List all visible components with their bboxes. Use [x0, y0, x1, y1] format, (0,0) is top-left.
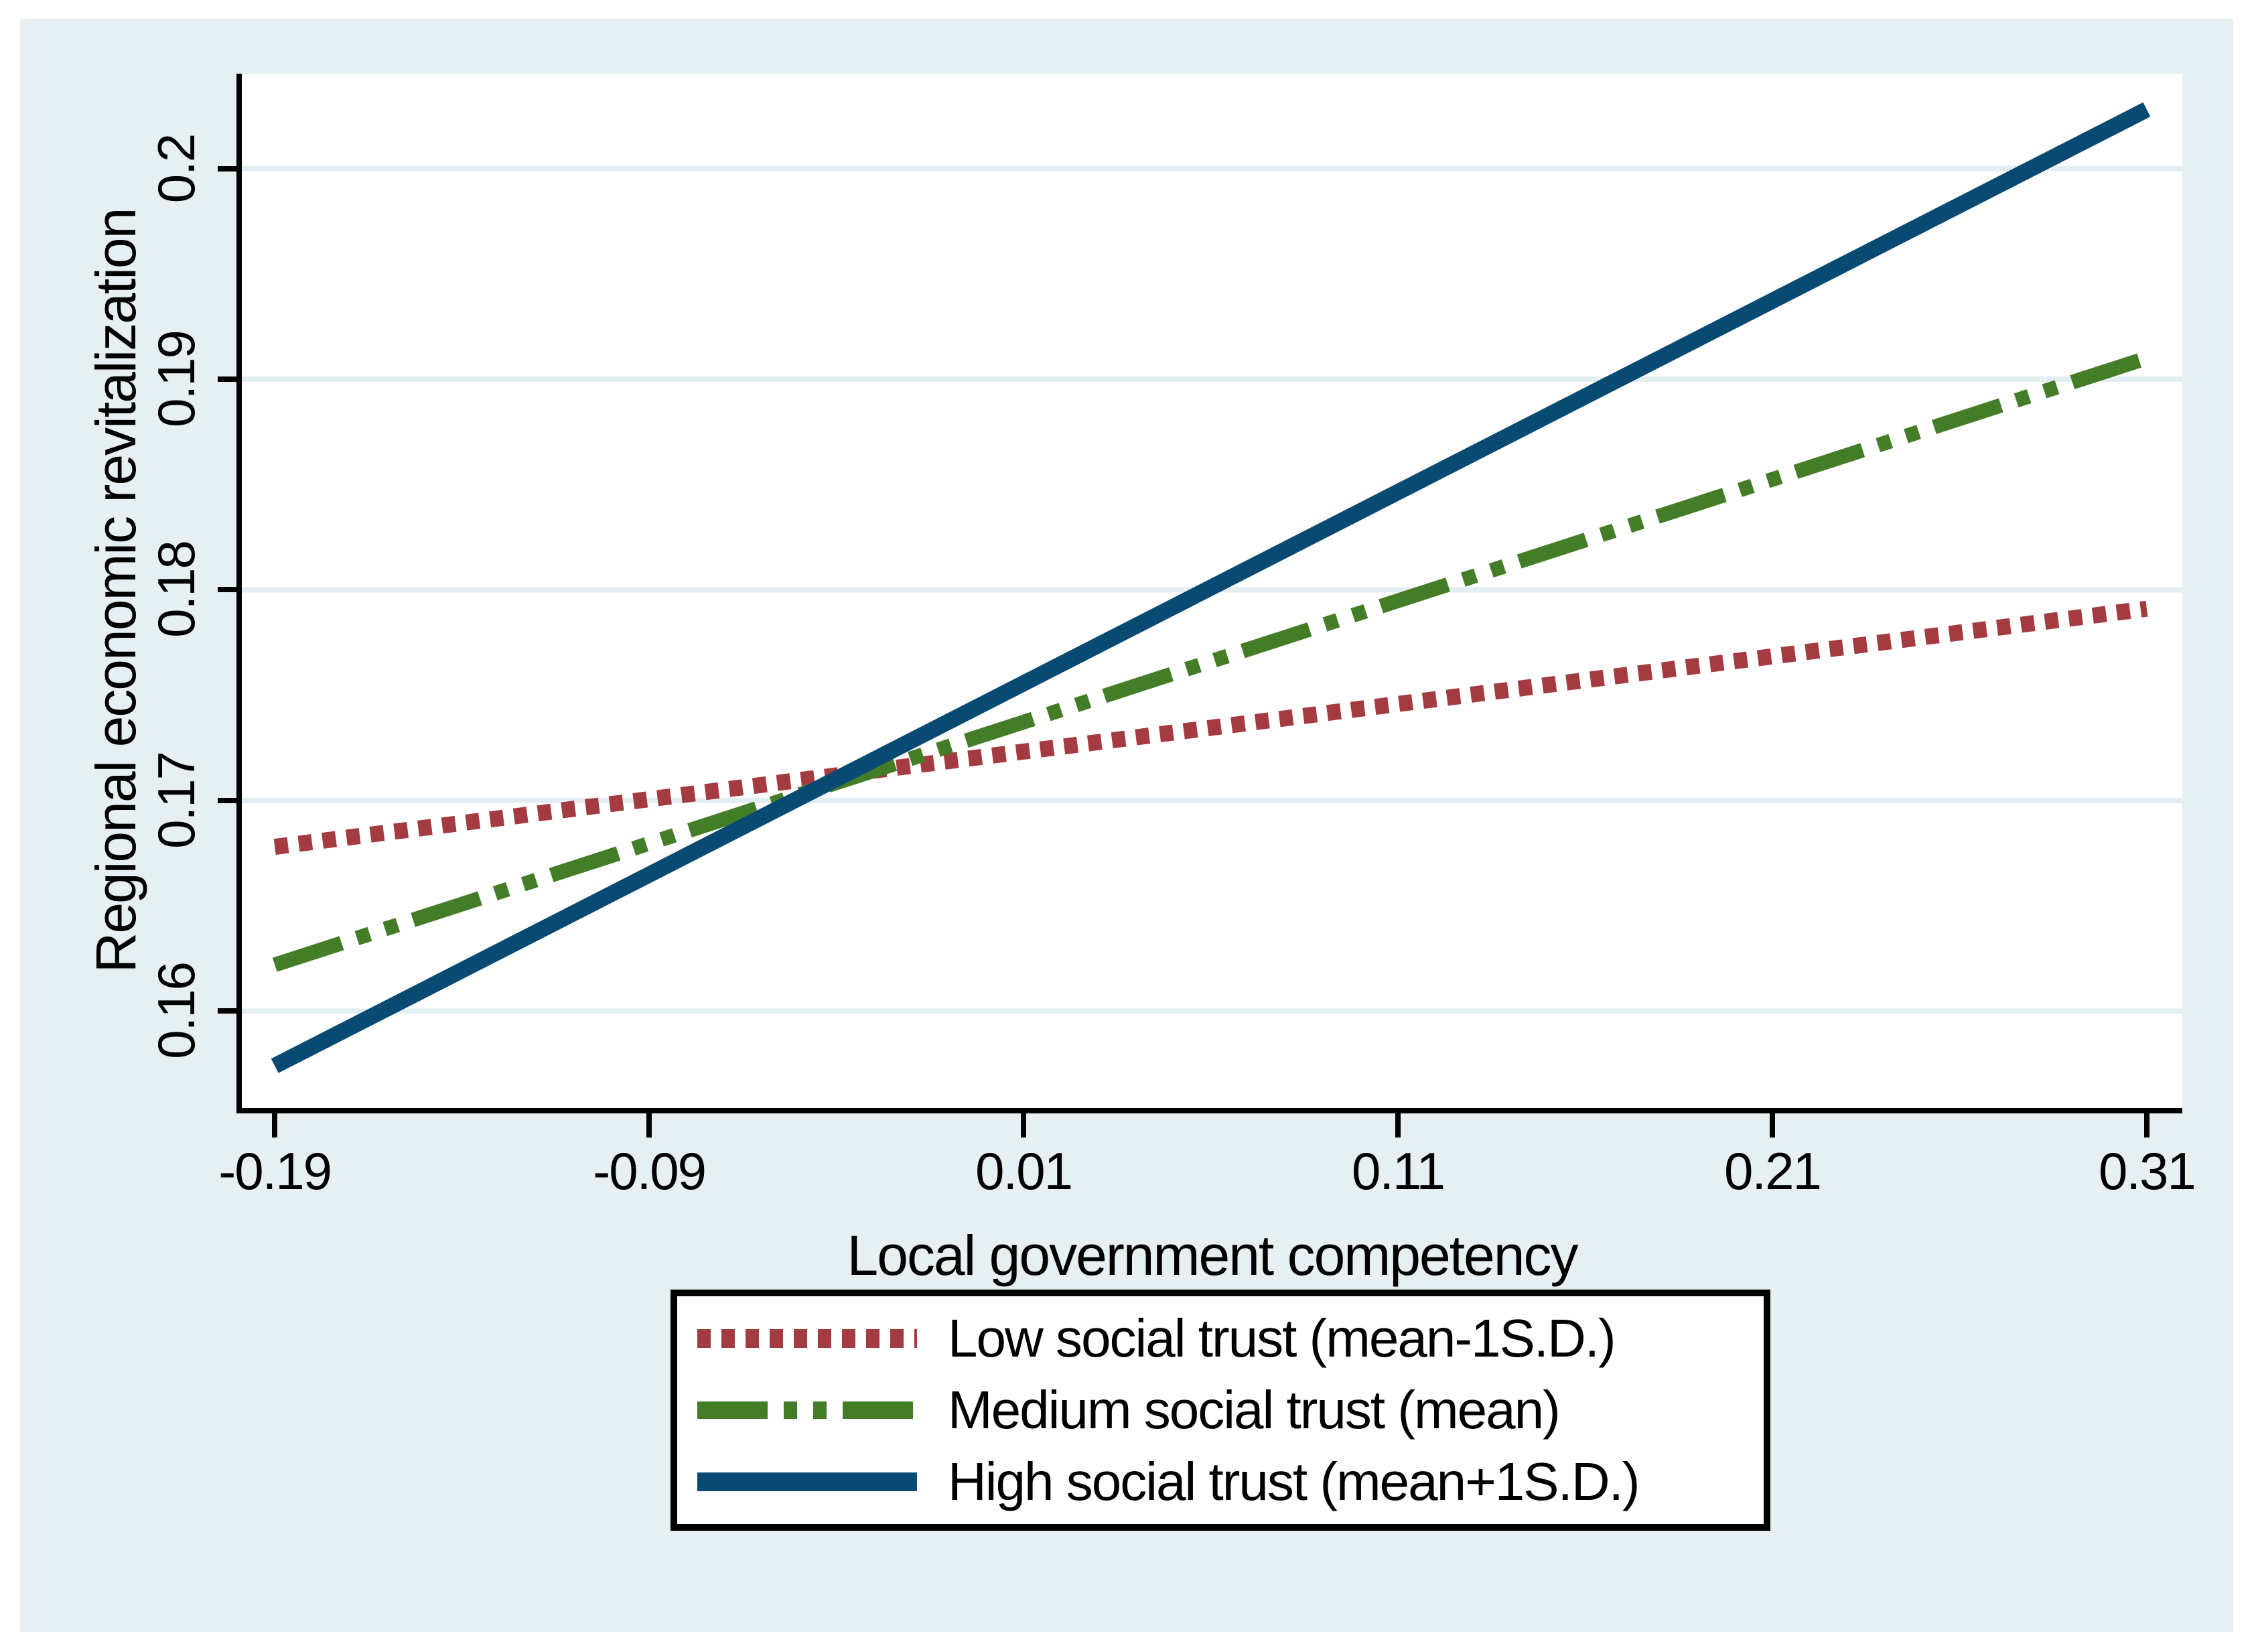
x-tick-mark — [1395, 1113, 1401, 1138]
series-line-high-social-trust — [271, 102, 2151, 1073]
x-tick-mark — [272, 1113, 278, 1138]
legend-label: High social trust (mean+1S.D.) — [948, 1452, 1640, 1511]
x-tick-label: 0.31 — [2098, 1142, 2196, 1200]
y-tick-mark — [218, 587, 242, 593]
y-tick-mark — [218, 165, 242, 171]
y-axis-title: Regional economic revitalization — [84, 208, 147, 973]
legend-label: Low social trust (mean-1S.D.) — [948, 1308, 1616, 1368]
x-tick-mark — [2143, 1113, 2149, 1138]
x-tick-label: 0.21 — [1724, 1142, 1822, 1200]
x-tick-mark — [1769, 1113, 1775, 1138]
legend-symbol-low-dotted-line — [697, 1329, 917, 1348]
legend-item-high: High social trust (mean+1S.D.) — [677, 1448, 1764, 1515]
legend: Low social trust (mean-1S.D.) Medium soc… — [671, 1290, 1770, 1531]
y-tick-mark — [218, 1008, 242, 1014]
legend-symbol-medium-dash-dot-line — [697, 1401, 917, 1419]
x-tick-mark — [646, 1113, 652, 1138]
x-tick-label: -0.19 — [218, 1142, 332, 1200]
x-tick-label: 0.01 — [975, 1142, 1073, 1200]
legend-item-low: Low social trust (mean-1S.D.) — [677, 1305, 1764, 1372]
y-axis-line — [236, 74, 242, 1113]
legend-symbol-high-solid-line — [697, 1472, 917, 1491]
x-axis-title: Local government competency — [847, 1224, 1579, 1287]
x-axis-line — [236, 1108, 2182, 1113]
series-line-low-social-trust — [273, 600, 2148, 855]
y-tick-label: 0.2 — [147, 134, 206, 203]
y-tick-mark — [218, 797, 242, 803]
x-tick-label: 0.11 — [1351, 1142, 1446, 1200]
series-line-medium-social-trust — [272, 351, 2149, 972]
legend-item-medium: Medium social trust (mean) — [677, 1377, 1764, 1444]
x-tick-label: -0.09 — [593, 1142, 707, 1200]
x-tick-mark — [1021, 1113, 1027, 1138]
plot-area — [242, 74, 2182, 1108]
legend-label: Medium social trust (mean) — [948, 1380, 1561, 1440]
y-tick-mark — [218, 376, 242, 382]
